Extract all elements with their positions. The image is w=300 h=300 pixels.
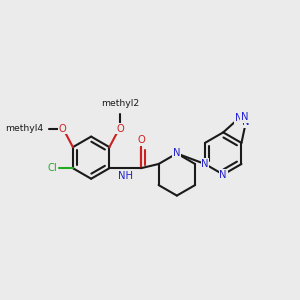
Text: N: N [242, 117, 250, 127]
Text: N: N [241, 112, 248, 122]
Text: N: N [201, 159, 209, 169]
Text: methyl2: methyl2 [101, 99, 139, 108]
Text: methyl4: methyl4 [5, 124, 44, 133]
Text: N: N [220, 169, 227, 179]
Text: O: O [116, 124, 124, 134]
Text: N: N [235, 113, 243, 123]
Text: O: O [137, 135, 145, 146]
Text: Cl: Cl [48, 163, 58, 173]
Text: N: N [173, 148, 181, 158]
Text: O: O [58, 124, 66, 134]
Text: NH: NH [118, 171, 133, 181]
